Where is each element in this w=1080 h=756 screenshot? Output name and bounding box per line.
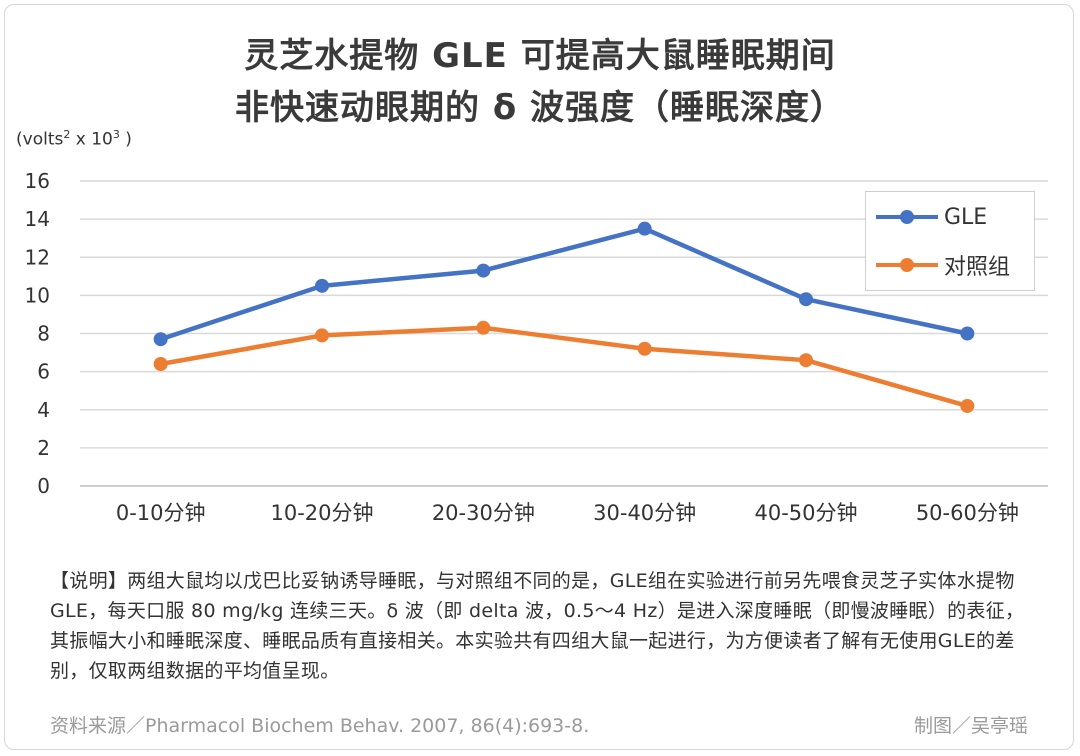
y-tick-label: 2 (37, 436, 50, 460)
x-tick-label: 30-40分钟 (593, 501, 696, 525)
legend-label-control: 对照组 (944, 255, 1011, 280)
data-point-gle (960, 326, 975, 341)
chart-credit: 制图／吴亭瑶 (913, 715, 1028, 737)
legend-label-gle: GLE (944, 204, 988, 230)
y-tick-label: 16 (25, 169, 50, 193)
x-tick-label: 40-50分钟 (754, 501, 857, 525)
legend-swatch-gle (876, 202, 938, 232)
x-tick-label: 10-20分钟 (270, 501, 373, 525)
legend-item-control: 对照组 (876, 250, 1010, 280)
explanation-note: 【说明】两组大鼠均以戊巴比妥钠诱导睡眠，与对照组不同的是，GLE组在实验进行前另… (50, 570, 1025, 682)
data-point-control (637, 341, 652, 356)
data-point-control (153, 357, 168, 371)
data-point-gle (799, 292, 813, 307)
x-tick-label: 20-30分钟 (432, 501, 535, 525)
chart-frame (4, 4, 1074, 750)
line-chart: 0 2 4 6 8 10 12 14 16 0-10分钟 10-20分钟 20-30分钟 30-40分钟… (25, 169, 1048, 525)
data-point-gle (153, 332, 168, 347)
data-point-gle (476, 263, 491, 278)
data-point-control (799, 353, 813, 368)
series-line-control (160, 325, 968, 409)
x-tick-label: 0-10分钟 (116, 501, 206, 525)
data-point-gle (637, 221, 652, 236)
series-line-gle (159, 226, 968, 342)
chart-title-line1: 灵芝水提物 GLE 可提高大鼠睡眠期间 (244, 36, 836, 76)
source-citation: 资料来源／Pharmacol Biochem Behav. 2007, 86(4… (50, 715, 590, 737)
y-tick-label: 8 (37, 322, 50, 346)
chart-title-line2: 非快速动眼期的 δ 波强度（睡眠深度） (234, 88, 846, 128)
chart-legend: GLE 对照组 (865, 191, 1035, 291)
data-point-control (476, 320, 491, 335)
y-tick-label: 0 (37, 474, 50, 498)
y-tick-label: 14 (25, 207, 50, 231)
data-point-control (315, 328, 329, 343)
data-point-control (960, 398, 975, 413)
y-tick-label: 4 (37, 398, 50, 422)
x-tick-label: 50-60分钟 (916, 501, 1019, 525)
y-tick-label: 12 (25, 245, 50, 269)
data-point-gle (315, 278, 329, 293)
y-tick-label: 6 (37, 360, 50, 384)
legend-item-gle: GLE (876, 202, 987, 232)
legend-swatch-control (876, 250, 938, 280)
y-tick-label: 10 (25, 283, 50, 307)
y-axis-unit: (volts2 x 103 ) (16, 128, 132, 150)
